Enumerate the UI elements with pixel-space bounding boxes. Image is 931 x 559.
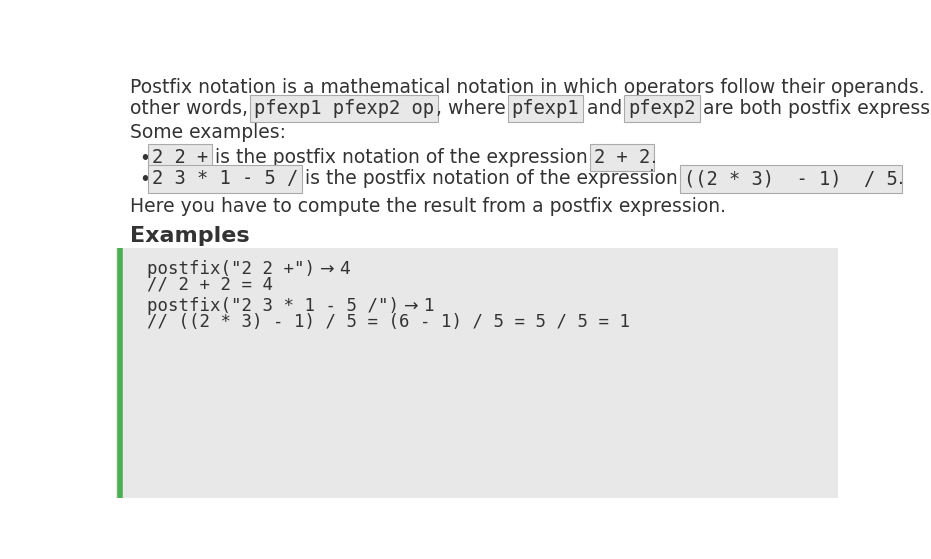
Text: Here you have to compute the result from a postfix expression.: Here you have to compute the result from… — [130, 197, 726, 216]
Text: , where: , where — [436, 98, 512, 117]
Text: → 1: → 1 — [404, 297, 435, 315]
Text: is the postfix notation of the expression: is the postfix notation of the expressio… — [209, 148, 594, 167]
Text: is the postfix notation of the expression: is the postfix notation of the expressio… — [299, 169, 683, 188]
Text: pfexp1: pfexp1 — [512, 98, 579, 117]
Text: 2 3 * 1 - 5 /: 2 3 * 1 - 5 / — [152, 169, 298, 188]
Text: // ((2 * 3) - 1) / 5 = (6 - 1) / 5 = 5 / 5 = 1: // ((2 * 3) - 1) / 5 = (6 - 1) / 5 = 5 /… — [147, 312, 630, 331]
Text: Postfix notation is a mathematical notation in which operators follow their oper: Postfix notation is a mathematical notat… — [130, 78, 931, 97]
Text: and: and — [581, 98, 627, 117]
Text: Some examples:: Some examples: — [130, 124, 287, 143]
Text: are both postfix expressions.: are both postfix expressions. — [697, 98, 931, 117]
Text: 2 2 +: 2 2 + — [152, 148, 209, 167]
Text: → 4: → 4 — [320, 260, 351, 278]
Text: other words,: other words, — [130, 98, 254, 117]
Text: .: . — [898, 169, 904, 188]
Text: postfix("2 2 +"): postfix("2 2 +") — [147, 260, 316, 278]
Text: •: • — [140, 170, 151, 190]
Text: pfexp1 pfexp2 op: pfexp1 pfexp2 op — [254, 98, 435, 117]
Text: 2 + 2: 2 + 2 — [594, 148, 650, 167]
Text: postfix("2 3 * 1 - 5 /"): postfix("2 3 * 1 - 5 /") — [147, 297, 399, 315]
Text: ((2 * 3)  - 1)  / 5: ((2 * 3) - 1) / 5 — [683, 169, 897, 188]
Text: Examples: Examples — [130, 226, 250, 247]
Text: •: • — [140, 149, 151, 168]
Text: pfexp2: pfexp2 — [627, 98, 695, 117]
Text: .: . — [651, 148, 656, 167]
Text: // 2 + 2 = 4: // 2 + 2 = 4 — [147, 276, 274, 293]
FancyBboxPatch shape — [116, 248, 838, 498]
